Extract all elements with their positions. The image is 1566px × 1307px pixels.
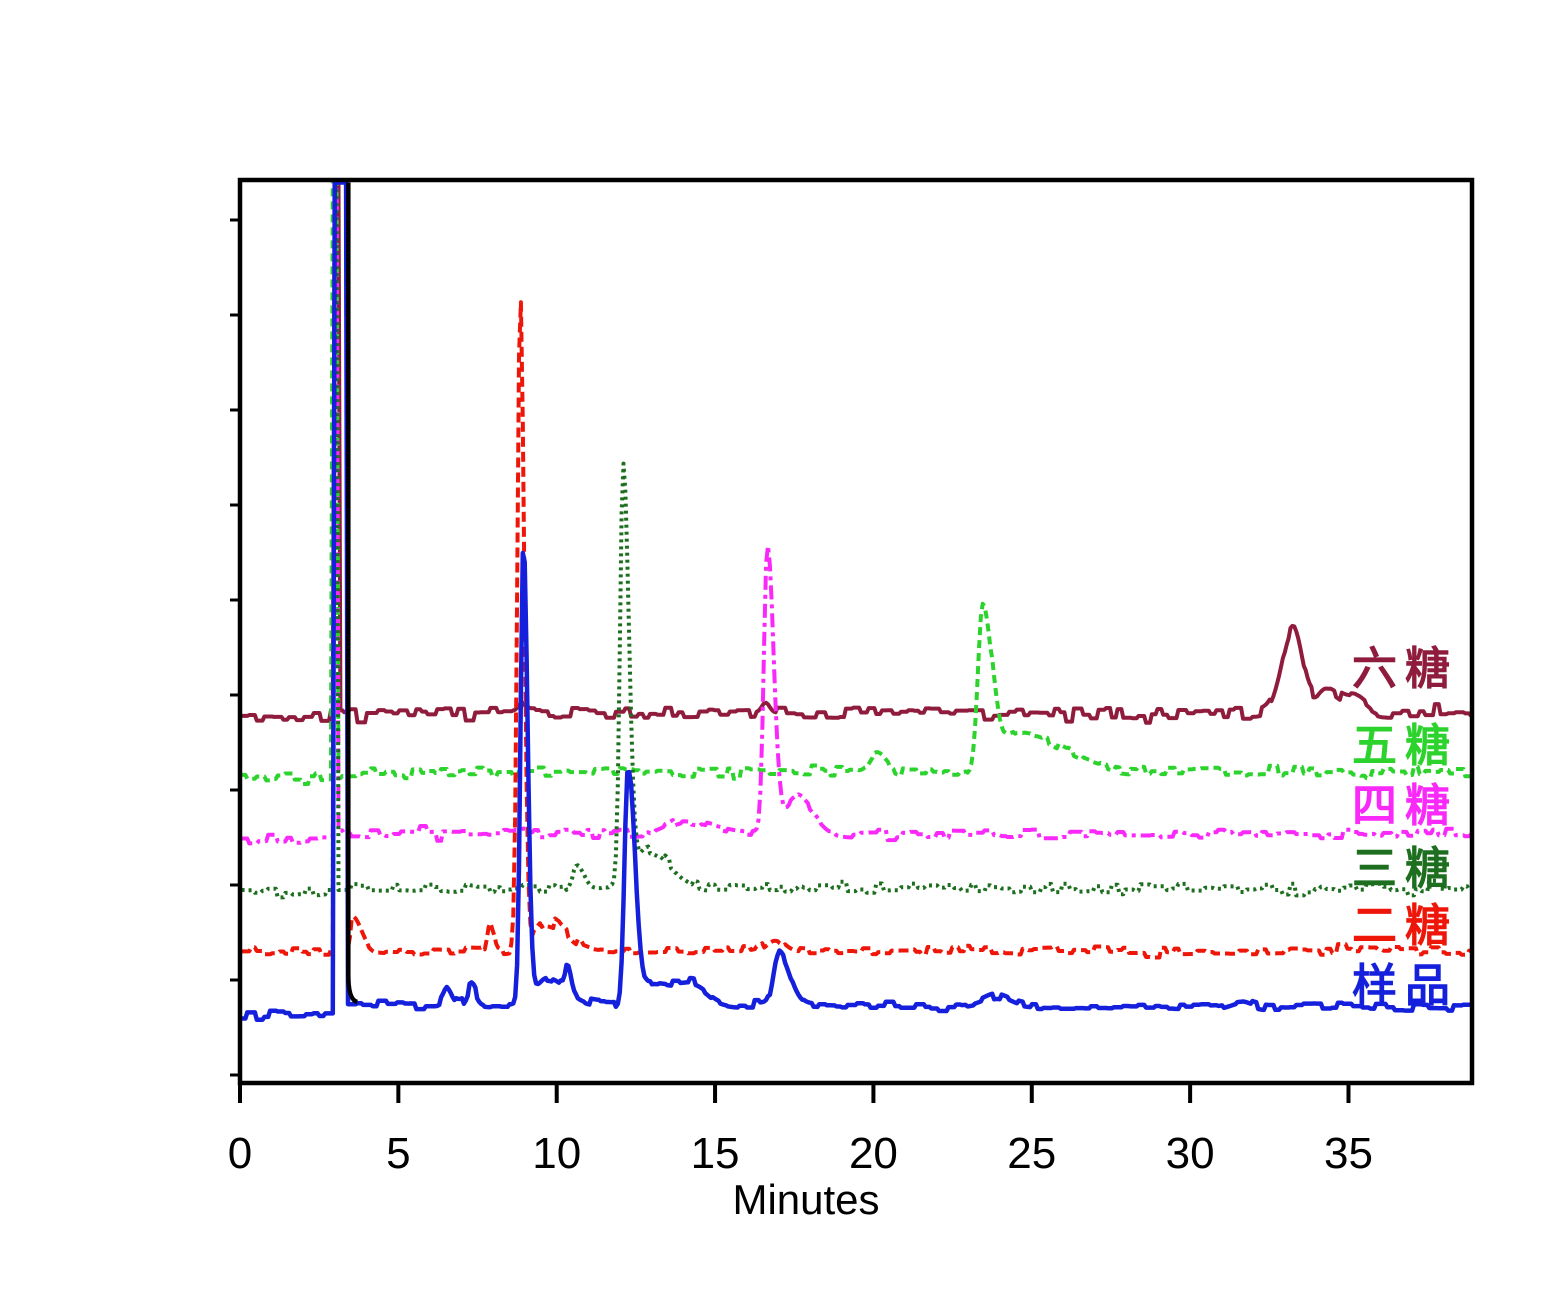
- trace-sample: [242, 182, 1470, 1022]
- series-label-hexasaccharide: 六糖: [1352, 643, 1458, 694]
- trace-layer: [242, 182, 1470, 1022]
- trace-tetrasaccharide: [242, 182, 1470, 846]
- series-label-trisaccharide: 三糖: [1352, 843, 1458, 894]
- trace-pentasaccharide: [242, 182, 1470, 786]
- x-tick-label: 35: [1324, 1129, 1373, 1178]
- trace-hexasaccharide: [242, 182, 1470, 725]
- x-tick-label: 10: [532, 1129, 581, 1178]
- solvent-front-line: [346, 182, 359, 1005]
- x-tick-label: 20: [849, 1129, 898, 1178]
- series-label-disaccharide: 二糖: [1352, 900, 1458, 951]
- x-tick-label: 0: [228, 1129, 252, 1178]
- axes-layer: 0 5 10 15 20 25 30 35: [228, 177, 1475, 1178]
- series-label-tetrasaccharide: 四糖: [1352, 780, 1458, 831]
- plot-box: [237, 177, 1475, 1086]
- x-tick-label: 25: [1007, 1129, 1056, 1178]
- series-label-sample: 样品: [1352, 960, 1458, 1011]
- x-tick-label: 5: [386, 1129, 410, 1178]
- trace-trisaccharide: [242, 182, 1470, 900]
- trace-disaccharide: [242, 182, 1470, 960]
- x-axis-title: Minutes: [732, 1176, 879, 1223]
- x-tick-label: 30: [1166, 1129, 1215, 1178]
- series-label-pentasaccharide: 五糖: [1352, 720, 1458, 771]
- x-tick-label: 15: [691, 1129, 740, 1178]
